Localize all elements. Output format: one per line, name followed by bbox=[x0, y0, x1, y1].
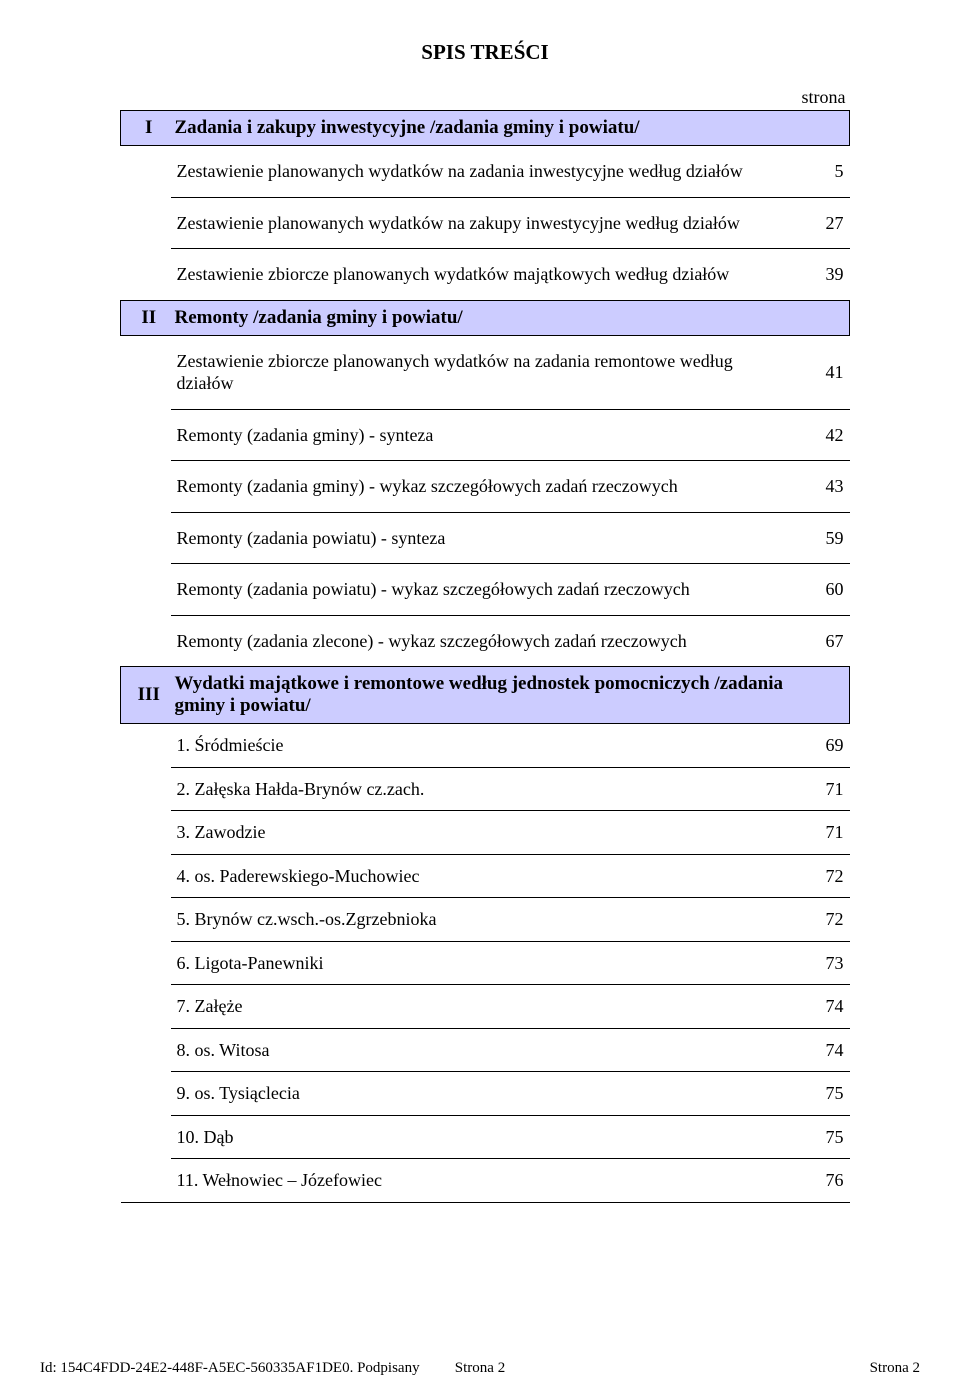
toc-item-page: 60 bbox=[826, 579, 844, 599]
toc-item-label: 5. Brynów cz.wsch.-os.Zgrzebnioka bbox=[177, 909, 437, 929]
toc-item-row: Remonty (zadania powiatu) - wykaz szczeg… bbox=[121, 564, 850, 616]
footer-page-center: Strona 2 bbox=[455, 1360, 505, 1377]
toc-item-label: 7. Załęże bbox=[177, 996, 243, 1016]
toc-item-row: Remonty (zadania zlecone) - wykaz szczeg… bbox=[121, 615, 850, 667]
toc-item-page: 72 bbox=[826, 909, 844, 929]
toc-item-page: 74 bbox=[826, 996, 844, 1016]
toc-item-page: 27 bbox=[826, 213, 844, 233]
toc-item-row: 5. Brynów cz.wsch.-os.Zgrzebnioka 72 bbox=[121, 898, 850, 942]
toc-item-row: 6. Ligota-Panewniki 73 bbox=[121, 941, 850, 985]
toc-item-row: Remonty (zadania powiatu) - synteza 59 bbox=[121, 512, 850, 564]
toc-item-label: 3. Zawodzie bbox=[177, 822, 266, 842]
toc-item-page: 75 bbox=[826, 1127, 844, 1147]
toc-item-label: Zestawienie zbiorcze planowanych wydatkó… bbox=[177, 351, 733, 394]
toc-item-page: 76 bbox=[826, 1170, 844, 1190]
footer-id: Id: 154C4FDD-24E2-448F-A5EC-560335AF1DE0… bbox=[40, 1360, 420, 1377]
toc-item-page: 72 bbox=[826, 866, 844, 886]
toc-item-label: Remonty (zadania zlecone) - wykaz szczeg… bbox=[177, 631, 687, 651]
toc-item-page: 67 bbox=[826, 631, 844, 651]
toc-item-page: 39 bbox=[826, 264, 844, 284]
toc-item-label: Remonty (zadania powiatu) - synteza bbox=[177, 528, 446, 548]
section-title: Wydatki majątkowe i remontowe według jed… bbox=[175, 673, 784, 716]
toc-item-row: Remonty (zadania gminy) - synteza 42 bbox=[121, 409, 850, 461]
footer-page-right: Strona 2 bbox=[870, 1360, 920, 1377]
toc-item-page: 71 bbox=[826, 779, 844, 799]
toc-item-row: 7. Załęże 74 bbox=[121, 985, 850, 1029]
toc-item-page: 74 bbox=[826, 1040, 844, 1060]
section-row: I Zadania i zakupy inwestycyjne /zadania… bbox=[121, 111, 850, 146]
toc-item-page: 69 bbox=[826, 735, 844, 755]
section-title: Zadania i zakupy inwestycyjne /zadania g… bbox=[175, 117, 640, 138]
toc-item-page: 43 bbox=[826, 476, 844, 496]
toc-item-label: 2. Załęska Hałda-Brynów cz.zach. bbox=[177, 779, 425, 799]
toc-item-label: Remonty (zadania gminy) - synteza bbox=[177, 425, 434, 445]
toc-item-row: Zestawienie planowanych wydatków na zaku… bbox=[121, 197, 850, 249]
toc-item-row: Remonty (zadania gminy) - wykaz szczegół… bbox=[121, 461, 850, 513]
section-number: II bbox=[141, 307, 156, 328]
toc-item-label: Remonty (zadania powiatu) - wykaz szczeg… bbox=[177, 579, 690, 599]
toc-item-page: 5 bbox=[835, 161, 844, 181]
document-page: SPIS TREŚCI strona I Zadania i zakupy in… bbox=[0, 0, 960, 1389]
strona-label: strona bbox=[802, 87, 846, 107]
section-number: I bbox=[145, 117, 152, 138]
toc-item-row: 3. Zawodzie 71 bbox=[121, 811, 850, 855]
toc-item-label: 4. os. Paderewskiego-Muchowiec bbox=[177, 866, 420, 886]
toc-item-row: 10. Dąb 75 bbox=[121, 1115, 850, 1159]
toc-item-row: 4. os. Paderewskiego-Muchowiec 72 bbox=[121, 854, 850, 898]
toc-item-row: 9. os. Tysiąclecia 75 bbox=[121, 1072, 850, 1116]
toc-item-row: Zestawienie zbiorcze planowanych wydatkó… bbox=[121, 249, 850, 301]
toc-item-label: Zestawienie zbiorcze planowanych wydatkó… bbox=[177, 264, 730, 284]
toc-item-row: 11. Wełnowiec – Józefowiec 76 bbox=[121, 1159, 850, 1203]
toc-item-label: 6. Ligota-Panewniki bbox=[177, 953, 324, 973]
toc-item-page: 71 bbox=[826, 822, 844, 842]
toc-item-row: Zestawienie zbiorcze planowanych wydatkó… bbox=[121, 335, 850, 409]
section-number: III bbox=[138, 684, 160, 705]
toc-table: strona I Zadania i zakupy inwestycyjne /… bbox=[120, 81, 850, 1203]
toc-item-label: 8. os. Witosa bbox=[177, 1040, 270, 1060]
toc-item-label: 11. Wełnowiec – Józefowiec bbox=[177, 1170, 382, 1190]
toc-item-row: 1. Śródmieście 69 bbox=[121, 724, 850, 768]
toc-item-page: 59 bbox=[826, 528, 844, 548]
toc-item-page: 73 bbox=[826, 953, 844, 973]
toc-item-page: 42 bbox=[826, 425, 844, 445]
toc-item-label: Zestawienie planowanych wydatków na zaku… bbox=[177, 213, 740, 233]
toc-item-label: 10. Dąb bbox=[177, 1127, 234, 1147]
section-row: III Wydatki majątkowe i remontowe według… bbox=[121, 667, 850, 724]
strona-header-row: strona bbox=[121, 81, 850, 111]
toc-item-page: 41 bbox=[826, 362, 844, 382]
toc-item-row: Zestawienie planowanych wydatków na zada… bbox=[121, 146, 850, 198]
toc-item-row: 8. os. Witosa 74 bbox=[121, 1028, 850, 1072]
toc-item-label: Remonty (zadania gminy) - wykaz szczegół… bbox=[177, 476, 678, 496]
toc-item-page: 75 bbox=[826, 1083, 844, 1103]
section-row: II Remonty /zadania gminy i powiatu/ bbox=[121, 300, 850, 335]
toc-item-label: 1. Śródmieście bbox=[177, 735, 284, 755]
document-title: SPIS TREŚCI bbox=[120, 40, 850, 65]
toc-item-label: Zestawienie planowanych wydatków na zada… bbox=[177, 161, 743, 181]
toc-item-row: 2. Załęska Hałda-Brynów cz.zach. 71 bbox=[121, 767, 850, 811]
toc-item-label: 9. os. Tysiąclecia bbox=[177, 1083, 300, 1103]
section-title: Remonty /zadania gminy i powiatu/ bbox=[175, 307, 463, 328]
